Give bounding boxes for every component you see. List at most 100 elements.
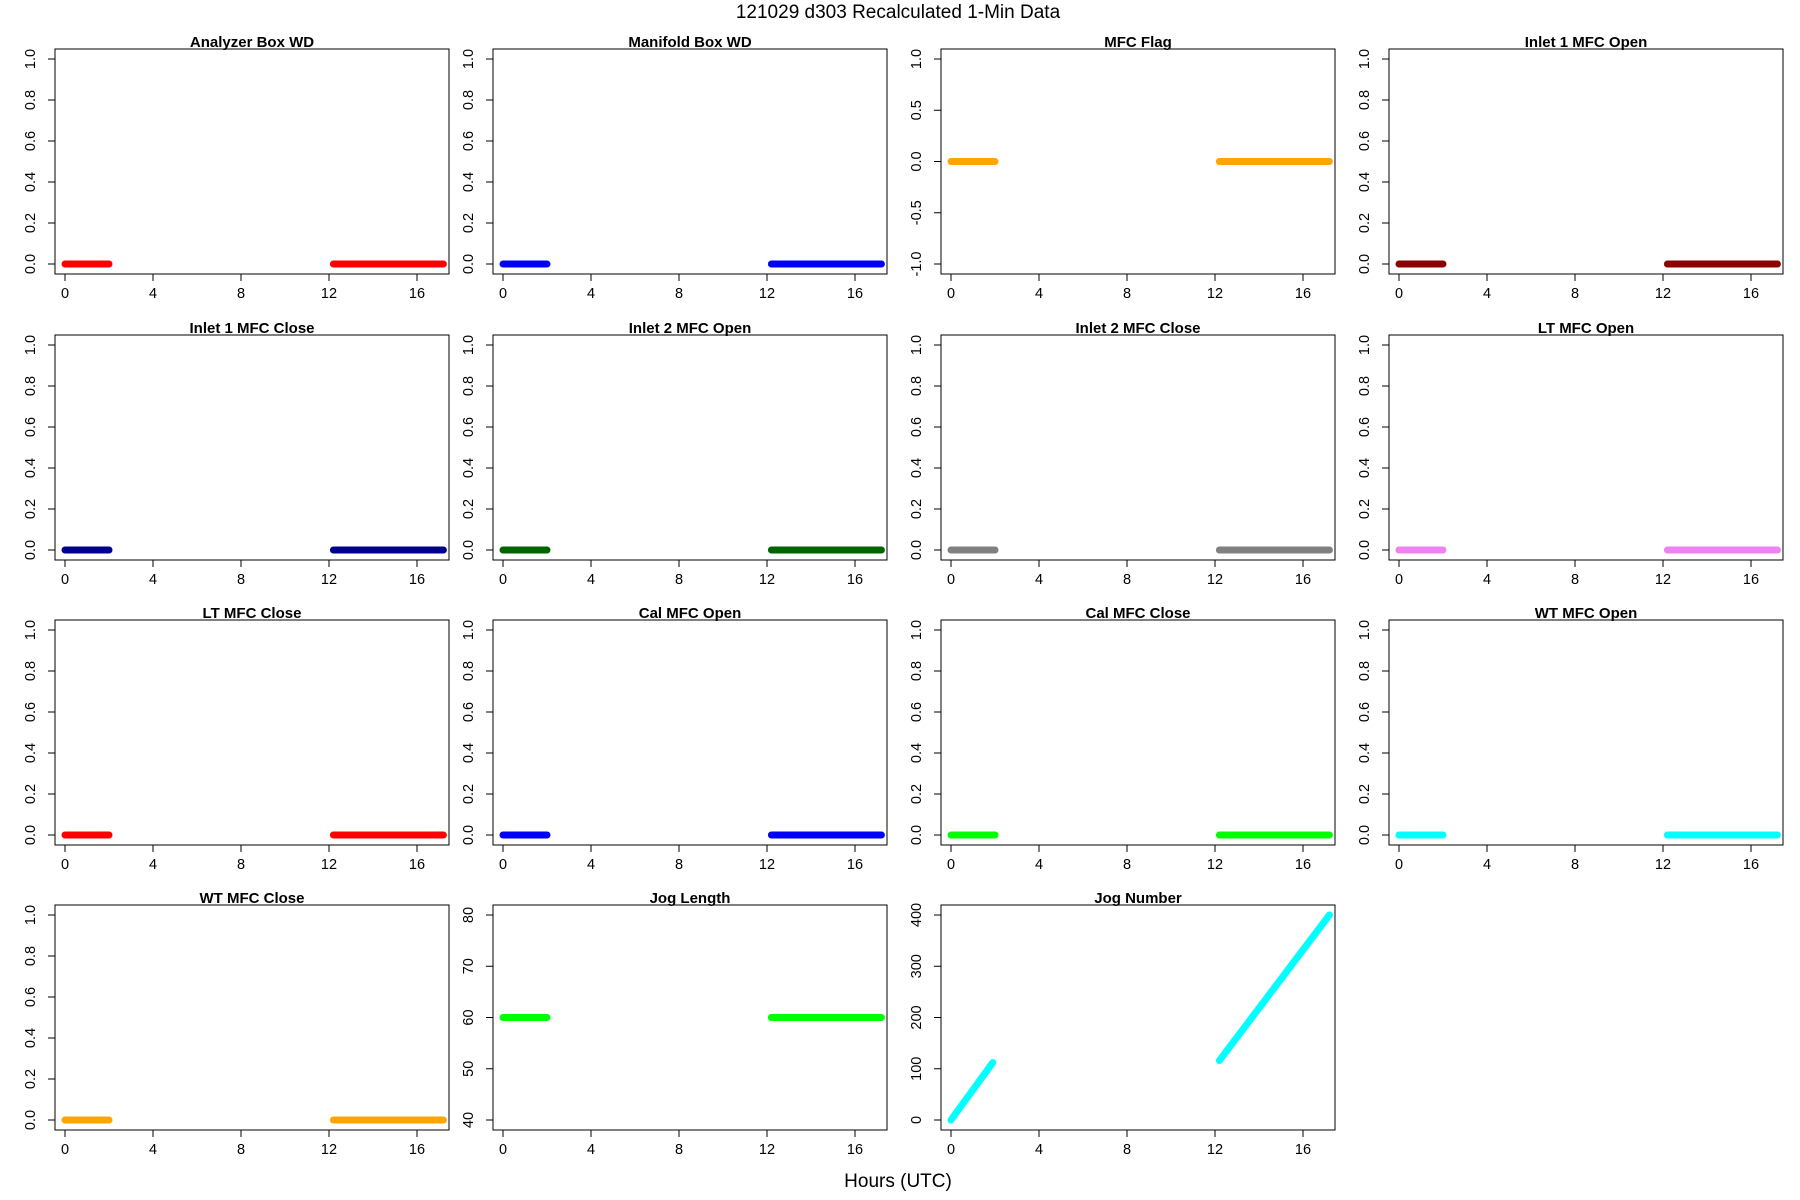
y-tick-label: 0.8 (1357, 376, 1373, 396)
x-tick-label: 16 (1743, 286, 1759, 302)
y-tick-label: 0.8 (461, 661, 477, 681)
y-tick-label: 0.6 (909, 702, 925, 722)
data-segment-jog-number-1 (947, 1059, 997, 1124)
y-tick-label: 0.4 (909, 743, 925, 763)
x-tick-label: 0 (61, 286, 69, 302)
x-tick-label: 0 (947, 572, 955, 588)
y-tick-label: 0.8 (909, 661, 925, 681)
plot-frame (1388, 334, 1784, 561)
panel-jog-number: Jog Number 0 4 8 12 16 0 100 200 300 400 (909, 890, 1336, 1158)
x-tick-label: 4 (1483, 857, 1491, 873)
y-tick-label: 0.6 (461, 417, 477, 437)
x-tick-label: 8 (1571, 857, 1579, 873)
y-tick-label: 70 (461, 958, 477, 974)
y-tick-label: 0.2 (909, 784, 925, 804)
x-tick-label: 16 (1295, 286, 1311, 302)
panel-lt-mfc-open: LT MFC Open 0 4 8 12 16 0.0 0.2 0.4 0.6 0.8 1.0 (1357, 320, 1784, 588)
panel-lt-mfc-close: LT MFC Close 0 4 8 12 16 0.0 0.2 0.4 0.6 0.8 1.0 (23, 605, 450, 873)
x-tick-label: 8 (1123, 572, 1131, 588)
y-tick-label: 0.8 (23, 90, 39, 110)
y-tick-label: 0.5 (909, 100, 925, 120)
y-tick-label: 0.4 (461, 172, 477, 192)
x-tick-label: 8 (1123, 286, 1131, 302)
x-tick-label: 16 (847, 286, 863, 302)
y-tick-label: 0.8 (23, 376, 39, 396)
x-tick-label: 0 (61, 1142, 69, 1158)
y-tick-label: 0.2 (461, 213, 477, 233)
x-tick-label: 12 (1207, 1142, 1223, 1158)
x-tick-label: 12 (1207, 572, 1223, 588)
plot-frame (54, 619, 450, 846)
y-tick-label: 0.2 (23, 784, 39, 804)
x-tick-label: 16 (409, 286, 425, 302)
x-tick-label: 4 (149, 857, 157, 873)
x-tick-label: 8 (675, 572, 683, 588)
y-tick-label: 0.8 (461, 376, 477, 396)
panel-title: LT MFC Close (203, 605, 302, 622)
x-tick-label: 16 (1295, 572, 1311, 588)
y-tick-label: 0.6 (1357, 131, 1373, 151)
plot-frame (54, 334, 450, 561)
plot-frame (940, 334, 1336, 561)
y-tick-label: 0.4 (461, 743, 477, 763)
x-tick-label: 4 (149, 572, 157, 588)
x-tick-label: 0 (61, 857, 69, 873)
panel-inlet-1-mfc-open: Inlet 1 MFC Open 0 4 8 12 16 0.0 0.2 0.4 0.6 0.8 1.… (1357, 34, 1784, 302)
y-tick-label: 100 (909, 1057, 925, 1081)
y-tick-label: 0 (909, 1116, 925, 1124)
y-tick-label: 0.6 (461, 702, 477, 722)
panel-wt-mfc-close: WT MFC Close 0 4 8 12 16 0.0 0.2 0.4 0.6 0.8 1.0 (23, 890, 450, 1158)
x-tick-label: 0 (499, 572, 507, 588)
x-tick-label: 4 (587, 857, 595, 873)
x-tick-label: 4 (1483, 286, 1491, 302)
x-tick-label: 12 (1207, 286, 1223, 302)
x-tick-label: 8 (1571, 286, 1579, 302)
y-tick-label: 1.0 (461, 620, 477, 640)
y-tick-label: 1.0 (909, 335, 925, 355)
y-tick-label: 0.0 (909, 825, 925, 845)
panel-manifold-box-wd: Manifold Box WD 0 4 8 12 16 0.0 0.2 0.4 0.6 0.8 1.0 (461, 34, 888, 302)
y-tick-label: 400 (909, 903, 925, 927)
x-tick-label: 4 (587, 1142, 595, 1158)
y-tick-label: 1.0 (909, 620, 925, 640)
x-tick-label: 8 (675, 1142, 683, 1158)
panel-cal-mfc-close: Cal MFC Close 0 4 8 12 16 0.0 0.2 0.4 0.6 0.8 1.0 (909, 605, 1336, 873)
x-tick-label: 16 (1295, 857, 1311, 873)
y-tick-label: 1.0 (461, 335, 477, 355)
x-tick-label: 4 (149, 1142, 157, 1158)
x-tick-label: 0 (499, 1142, 507, 1158)
panel-inlet-1-mfc-close: Inlet 1 MFC Close 0 4 8 12 16 0.0 0.2 0.4 0.6 0.8 1… (23, 320, 450, 588)
plot-frame (1388, 48, 1784, 275)
y-tick-label: 0.8 (23, 946, 39, 966)
x-tick-label: 8 (237, 857, 245, 873)
y-tick-label: 0.0 (461, 825, 477, 845)
panel-title: Analyzer Box WD (190, 34, 314, 51)
x-tick-label: 12 (1655, 572, 1671, 588)
x-tick-label: 4 (587, 286, 595, 302)
y-tick-label: 0.0 (23, 1110, 39, 1130)
y-tick-label: 0.4 (23, 458, 39, 478)
y-tick-label: 0.0 (909, 151, 925, 171)
x-tick-label: 12 (1655, 286, 1671, 302)
y-tick-label: 0.0 (461, 254, 477, 274)
y-tick-label: 0.2 (23, 213, 39, 233)
x-tick-label: 8 (1571, 572, 1579, 588)
x-tick-label: 0 (499, 286, 507, 302)
x-tick-label: 4 (149, 286, 157, 302)
x-tick-label: 8 (1123, 1142, 1131, 1158)
y-tick-label: 80 (461, 907, 477, 923)
y-tick-label: 1.0 (23, 905, 39, 925)
y-tick-label: 1.0 (23, 49, 39, 69)
panel-title: MFC Flag (1104, 34, 1172, 51)
y-tick-label: 0.6 (23, 987, 39, 1007)
panel-title: Inlet 1 MFC Open (1525, 34, 1648, 51)
y-tick-label: 0.0 (1357, 540, 1373, 560)
y-tick-label: 1.0 (461, 49, 477, 69)
x-tick-label: 12 (321, 286, 337, 302)
plot-frame (940, 904, 1336, 1131)
plot-frame (940, 619, 1336, 846)
panel-cal-mfc-open: Cal MFC Open 0 4 8 12 16 0.0 0.2 0.4 0.6 0.8 1.0 (461, 605, 888, 873)
x-tick-label: 12 (321, 857, 337, 873)
x-tick-label: 4 (1035, 572, 1043, 588)
